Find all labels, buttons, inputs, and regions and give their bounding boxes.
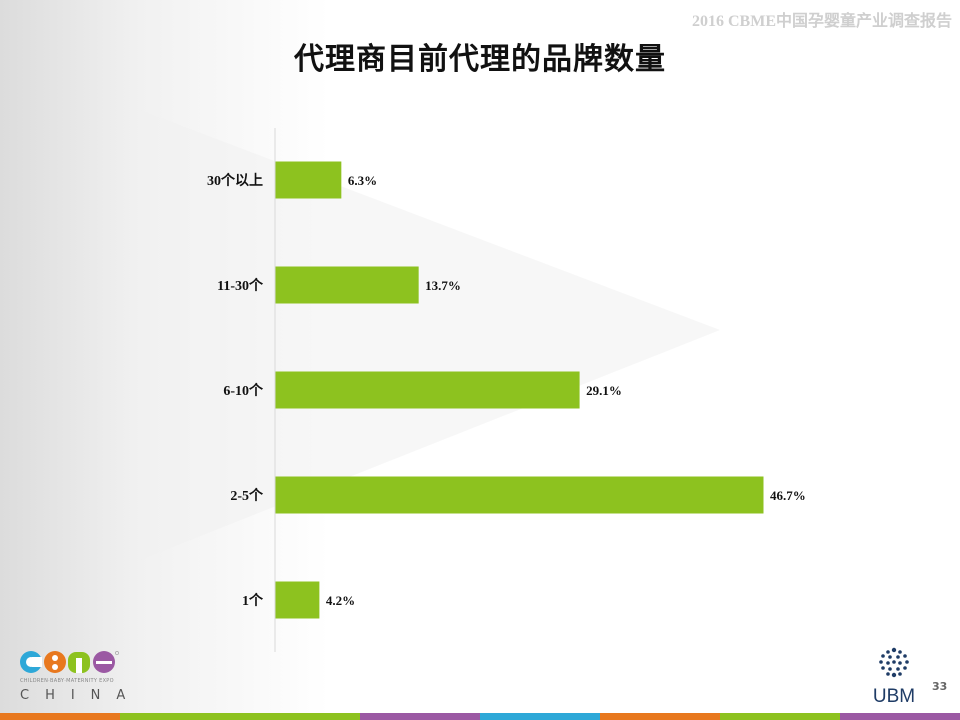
footer-segment [720,713,840,720]
bar [275,476,764,514]
bar [275,161,342,199]
report-header: 2016 CBME中国孕婴童产业调查报告 [691,13,952,30]
footer-segment [480,713,600,720]
value-label: 29.1% [586,383,622,398]
cbme-logo-country: CHINA [20,688,142,703]
value-label: 4.2% [326,593,355,608]
cbme-logo [20,651,119,673]
bar [275,266,419,304]
bar [275,371,580,409]
ubm-dots-icon [879,647,909,678]
category-label: 11-30个 [217,277,264,294]
page-number: 33 [932,680,948,693]
category-label: 1个 [242,592,264,609]
value-label: 13.7% [425,278,461,293]
footer-color-bar [0,713,960,720]
ubm-logo: UBM [873,647,915,707]
category-label: 6-10个 [223,382,264,399]
footer-segment [120,713,240,720]
value-label: 46.7% [770,488,806,503]
footer-segment [240,713,360,720]
footer-segment [0,713,120,720]
footer-segment [600,713,720,720]
ubm-logo-text: UBM [873,686,915,707]
category-label: 2-5个 [230,487,264,504]
footer-segment [840,713,960,720]
cbme-logo-subtitle: CHILDREN·BABY·MATERNITY EXPO [20,678,114,684]
watermark-shape [140,110,720,560]
bars-group: 30个以上 6.3% 11-30个 13.7% 6-10个 29.1% 2-5个 46.7% 1… [207,161,806,619]
chart-title: 代理商目前代理的品牌数量 [294,42,666,77]
category-label: 30个以上 [207,172,263,189]
value-label: 6.3% [348,173,377,188]
footer-segment [360,713,480,720]
bar [275,581,320,619]
